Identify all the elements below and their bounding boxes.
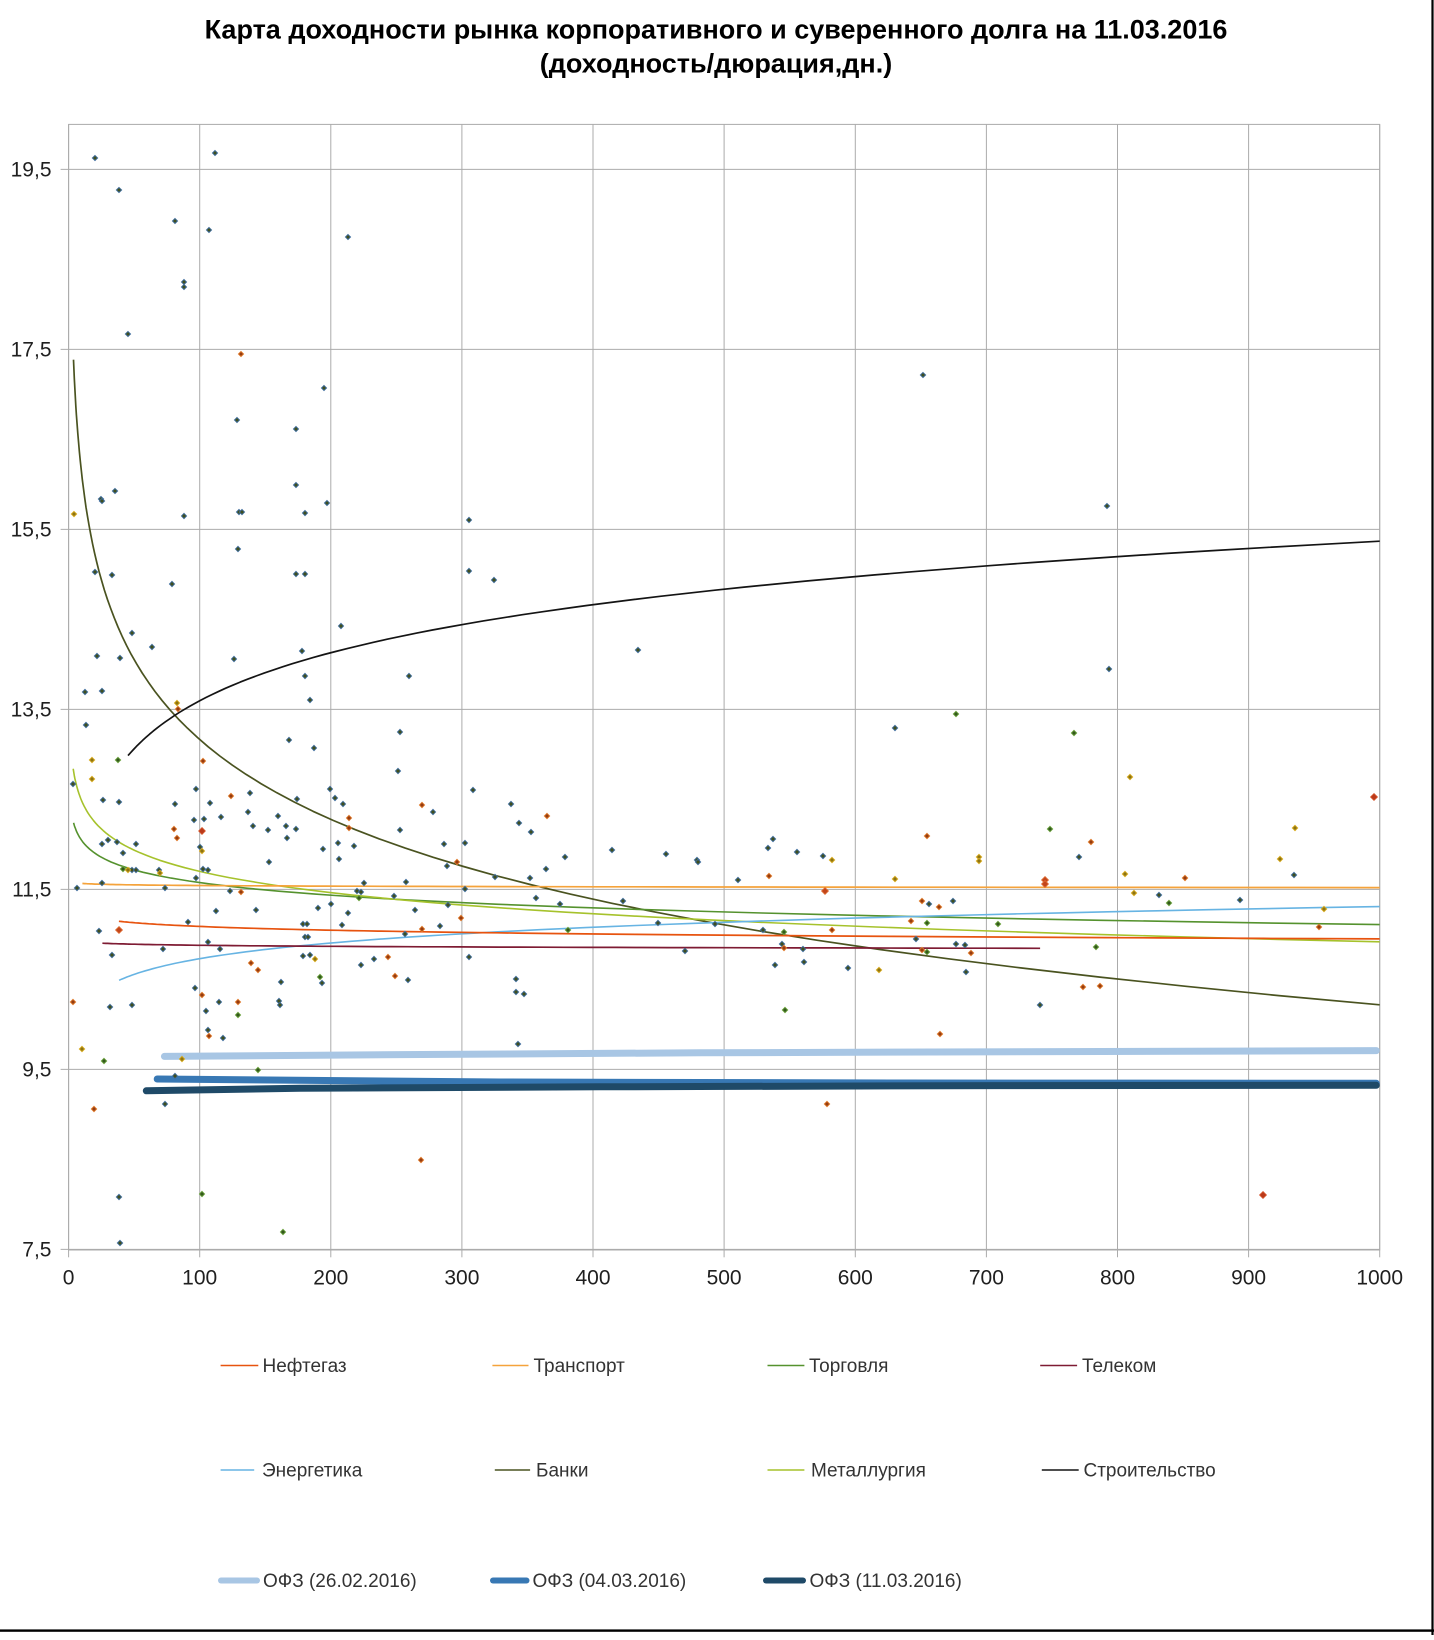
svg-text:900: 900 <box>1231 1267 1266 1290</box>
svg-text:Транспорт: Транспорт <box>534 1356 626 1377</box>
svg-text:7,5: 7,5 <box>22 1239 51 1262</box>
svg-text:19,5: 19,5 <box>11 159 52 182</box>
svg-text:ОФЗ (26.02.2016): ОФЗ (26.02.2016) <box>263 1571 417 1592</box>
svg-text:17,5: 17,5 <box>11 339 52 362</box>
svg-text:Банки: Банки <box>536 1460 588 1481</box>
svg-text:Нефтегаз: Нефтегаз <box>263 1356 347 1377</box>
svg-text:700: 700 <box>969 1267 1004 1290</box>
svg-text:400: 400 <box>575 1267 610 1290</box>
svg-text:0: 0 <box>63 1267 75 1290</box>
svg-text:Энергетика: Энергетика <box>262 1460 363 1481</box>
svg-text:11,5: 11,5 <box>12 879 51 902</box>
svg-text:600: 600 <box>838 1267 873 1290</box>
svg-text:Карта доходности рынка корпора: Карта доходности рынка корпоративного и … <box>205 15 1228 45</box>
svg-text:ОФЗ (11.03.2016): ОФЗ (11.03.2016) <box>810 1571 962 1592</box>
svg-text:Строительство: Строительство <box>1084 1460 1216 1481</box>
svg-text:Телеком: Телеком <box>1082 1356 1156 1377</box>
svg-text:13,5: 13,5 <box>11 699 52 722</box>
svg-text:ОФЗ (04.03.2016): ОФЗ (04.03.2016) <box>533 1571 687 1592</box>
svg-text:1000: 1000 <box>1356 1267 1403 1290</box>
svg-text:200: 200 <box>313 1267 348 1290</box>
svg-text:800: 800 <box>1100 1267 1135 1290</box>
svg-text:9,5: 9,5 <box>22 1059 51 1082</box>
svg-text:300: 300 <box>444 1267 479 1290</box>
svg-text:500: 500 <box>707 1267 742 1290</box>
svg-text:100: 100 <box>182 1267 217 1290</box>
svg-text:Металлургия: Металлургия <box>811 1460 926 1481</box>
svg-text:Торговля: Торговля <box>809 1356 888 1377</box>
svg-text:(доходность/дюрация,дн.): (доходность/дюрация,дн.) <box>540 49 892 79</box>
svg-text:15,5: 15,5 <box>11 519 52 542</box>
